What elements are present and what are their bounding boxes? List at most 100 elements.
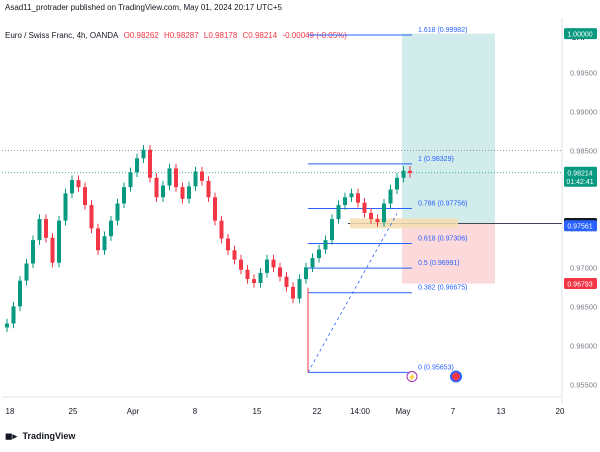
fib-level-label: 0.786 (0.97756) <box>418 200 467 207</box>
candle-body <box>271 259 276 268</box>
lightning-event-icon <box>406 371 418 383</box>
candle-body <box>278 267 282 277</box>
candle-body <box>96 228 100 251</box>
tradingview-logo-icon: ◼▸ <box>5 431 17 441</box>
low-value: L0.98178 <box>203 31 238 40</box>
footer-label: TradingView <box>22 431 76 441</box>
candle-body <box>122 187 126 204</box>
price-marker-bg <box>564 278 597 290</box>
symbol-title[interactable]: Euro / Swiss Franc, 4h, OANDA <box>5 31 119 40</box>
earnings-event-icon <box>450 370 462 383</box>
x-tick-label: 14:00 <box>350 407 371 416</box>
x-tick-label: 15 <box>253 407 262 416</box>
x-tick-label: 13 <box>497 407 506 416</box>
candle-body <box>310 258 315 268</box>
candle-body <box>349 193 354 198</box>
candle-body <box>135 158 139 173</box>
fib-level-label: 0 (0.95653) <box>418 364 454 371</box>
high-value: H0.98287 <box>163 31 199 40</box>
candle-body <box>375 219 380 223</box>
candle-body <box>128 172 133 188</box>
candle-body <box>200 171 204 181</box>
candle-body <box>109 220 113 237</box>
candle-body <box>297 279 302 299</box>
candle-body <box>362 202 367 213</box>
price-marker-label: 0.97561 <box>567 224 592 231</box>
profit-zone <box>402 33 495 224</box>
candle-body <box>187 186 191 199</box>
y-tick-label: 0.96500 <box>570 302 597 311</box>
price-marker-bg <box>564 28 597 40</box>
x-tick-label: 18 <box>6 407 15 416</box>
x-tick-label: 25 <box>69 407 78 416</box>
candle-body <box>356 193 360 203</box>
candle-body <box>11 306 16 324</box>
candle-body <box>213 197 217 221</box>
loss-zone <box>402 223 495 284</box>
candle-body <box>245 269 250 280</box>
candle-body <box>388 189 393 204</box>
candle-body <box>401 170 406 178</box>
candle-body <box>31 240 35 264</box>
price-marker-label: 0.96793 <box>567 282 592 289</box>
candle-body <box>161 185 165 198</box>
fib-level-label: 1 (0.98329) <box>418 156 454 163</box>
candle-body <box>70 180 74 194</box>
y-tick-label: 0.95500 <box>570 380 597 389</box>
y-tick-label: 0.99000 <box>570 108 597 117</box>
publisher-note: Asad11_protrader published on TradingVie… <box>5 3 282 12</box>
candle-body <box>167 168 172 186</box>
candle-body <box>18 280 22 307</box>
candle-body <box>258 272 263 283</box>
candle-body <box>5 323 9 328</box>
candle-body <box>226 238 230 251</box>
price-marker-label: 1.00000 <box>567 32 592 39</box>
candle-body <box>148 149 152 178</box>
candle-body <box>317 249 321 259</box>
candle-body <box>232 250 237 260</box>
candle-body <box>336 205 341 220</box>
candle-body <box>24 263 29 281</box>
fib-level-label: 0.618 (0.97306) <box>418 236 467 243</box>
fib-trend-line <box>307 213 398 373</box>
x-tick-label: 22 <box>313 407 322 416</box>
y-tick-label: 0.97000 <box>570 263 597 272</box>
y-tick-label: 0.98500 <box>570 146 597 155</box>
open-value: O0.98262 <box>123 31 159 40</box>
candle-body <box>154 177 159 198</box>
candle-body <box>50 237 55 263</box>
candle-body <box>330 219 334 241</box>
price-marker-bg <box>564 220 597 232</box>
change-value: -0.00049 (-0.05%) <box>282 31 347 40</box>
highlight-zone <box>350 218 458 229</box>
price-marker-countdown: 01:42:41 <box>566 179 593 186</box>
fib-level-label: 0.382 (0.96675) <box>418 285 467 292</box>
candle-body <box>89 205 94 229</box>
symbol-info-row: Euro / Swiss Franc, 4h, OANDA O0.98262 H… <box>5 31 350 40</box>
candle-body <box>174 168 178 188</box>
candle-body <box>265 259 269 273</box>
candle-body <box>206 180 211 198</box>
candle-body <box>323 240 328 250</box>
candle-body <box>239 259 243 270</box>
candle-body <box>343 197 347 206</box>
fib-level-label: 0.5 (0.96991) <box>418 260 460 267</box>
price-marker-label: 0.98214 <box>567 170 592 177</box>
x-tick-label: 8 <box>193 407 198 416</box>
candle-body <box>252 279 256 283</box>
candle-body <box>369 212 373 220</box>
close-value: C0.98214 <box>242 31 278 40</box>
candle-body <box>63 193 68 221</box>
candle-body <box>57 220 61 263</box>
candle-body <box>180 187 185 199</box>
candle-body <box>304 267 308 280</box>
candle-body <box>408 170 412 174</box>
x-tick-label: May <box>395 407 410 416</box>
candle-body <box>382 203 386 223</box>
candle-body <box>219 220 224 239</box>
candle-body <box>37 219 42 241</box>
candle-body <box>395 177 399 190</box>
candle-body <box>76 180 81 188</box>
